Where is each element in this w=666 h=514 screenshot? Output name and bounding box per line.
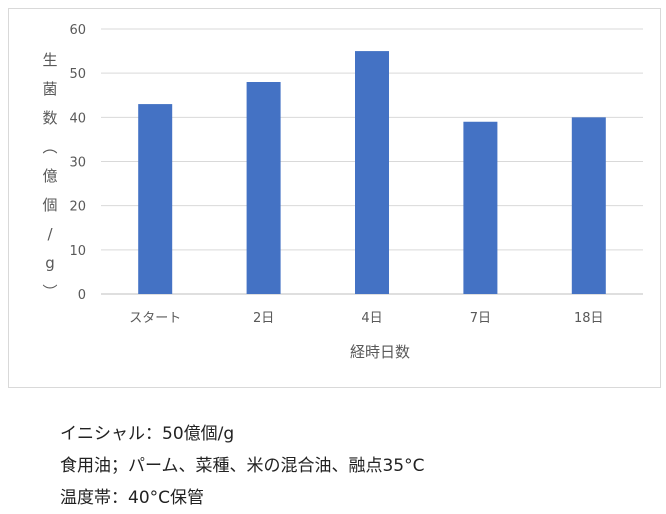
note-oil: 食用油；パーム、菜種、米の混合油、融点35°C	[60, 456, 425, 476]
y-axis-title-char: 数	[42, 109, 58, 127]
y-axis-title-char: ︶	[42, 283, 58, 301]
x-tick-label: 4日	[361, 311, 382, 326]
y-tick-label: 20	[69, 200, 86, 215]
y-axis-title-char: ︵	[42, 138, 58, 156]
bar	[138, 104, 173, 294]
y-axis-title-char: 億	[42, 167, 58, 185]
bar	[355, 51, 389, 295]
note-temperature: 温度帯：40°C保管	[60, 488, 205, 508]
y-tick-label: 40	[69, 111, 86, 126]
x-tick-label: スタート	[129, 311, 181, 326]
bar	[246, 82, 281, 294]
chart-frame: 0 10 20 30 40 50 60 スタート 2日 4日 7日 18日経時日数 生菌数 ︵ 億個 / g ︶	[8, 8, 661, 388]
bar	[463, 121, 498, 294]
bar	[571, 117, 606, 294]
y-axis-title-char: g	[45, 254, 55, 272]
y-axis-title-char: 菌	[42, 80, 58, 98]
y-tick-label: 50	[69, 67, 86, 82]
y-axis-title-char: 生	[42, 51, 58, 69]
y-tick-label: 10	[69, 244, 86, 259]
y-tick-label: 0	[78, 288, 86, 303]
x-tick-label: 18日	[574, 311, 604, 326]
x-axis-title: 経時日数	[350, 343, 410, 361]
y-axis-title-char: 個	[42, 196, 58, 214]
notes: イニシャル：50億個/g 食用油；パーム、菜種、米の混合油、融点35°C 温度帯…	[60, 418, 425, 514]
y-axis-title-char: /	[47, 225, 53, 243]
x-tick-label: 2日	[253, 311, 274, 326]
note-initial: イニシャル：50億個/g	[60, 424, 235, 444]
x-tick-label: 7日	[470, 311, 491, 326]
y-tick-label: 60	[69, 23, 86, 38]
y-tick-label: 30	[69, 156, 86, 171]
